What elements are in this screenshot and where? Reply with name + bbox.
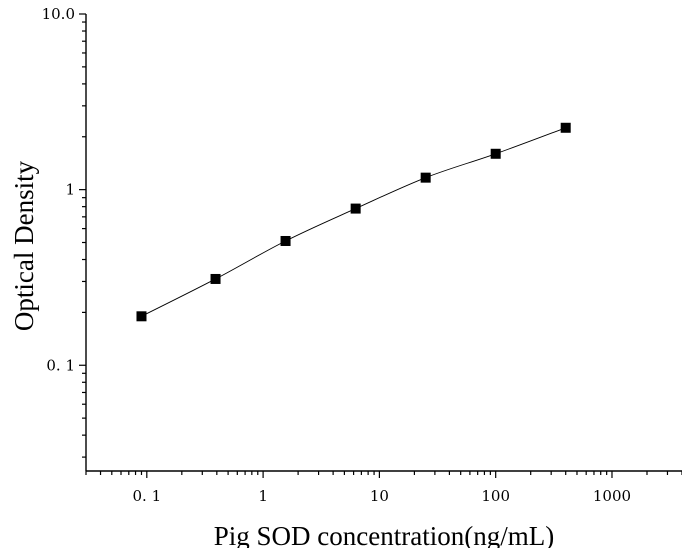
tick-labels: 0. 1 1 10 100 1000 0. 1 1 10.0: [42, 5, 631, 505]
x-axis-title: Pig SOD concentration(ng/mL): [214, 521, 554, 548]
ticks: [79, 13, 682, 478]
y-tick-label: 1: [65, 181, 75, 199]
data-point: [490, 148, 501, 159]
x-tick-label: 1: [258, 487, 268, 505]
fit-curve: [141, 127, 566, 317]
x-tick-label: 0. 1: [132, 487, 161, 505]
data-point: [136, 311, 147, 322]
y-tick-label: 10.0: [42, 5, 75, 23]
data-point: [420, 172, 431, 183]
x-tick-label: 100: [481, 487, 510, 505]
data-point: [560, 122, 571, 133]
data-point: [210, 273, 221, 284]
data-point: [350, 203, 361, 214]
data-points: [136, 122, 571, 322]
axes: [85, 14, 682, 472]
y-axis-title: Optical Density: [9, 160, 39, 331]
x-tick-label: 1000: [593, 487, 631, 505]
data-point: [280, 235, 291, 246]
x-tick-label: 10: [370, 487, 389, 505]
y-tick-label: 0. 1: [46, 356, 75, 374]
